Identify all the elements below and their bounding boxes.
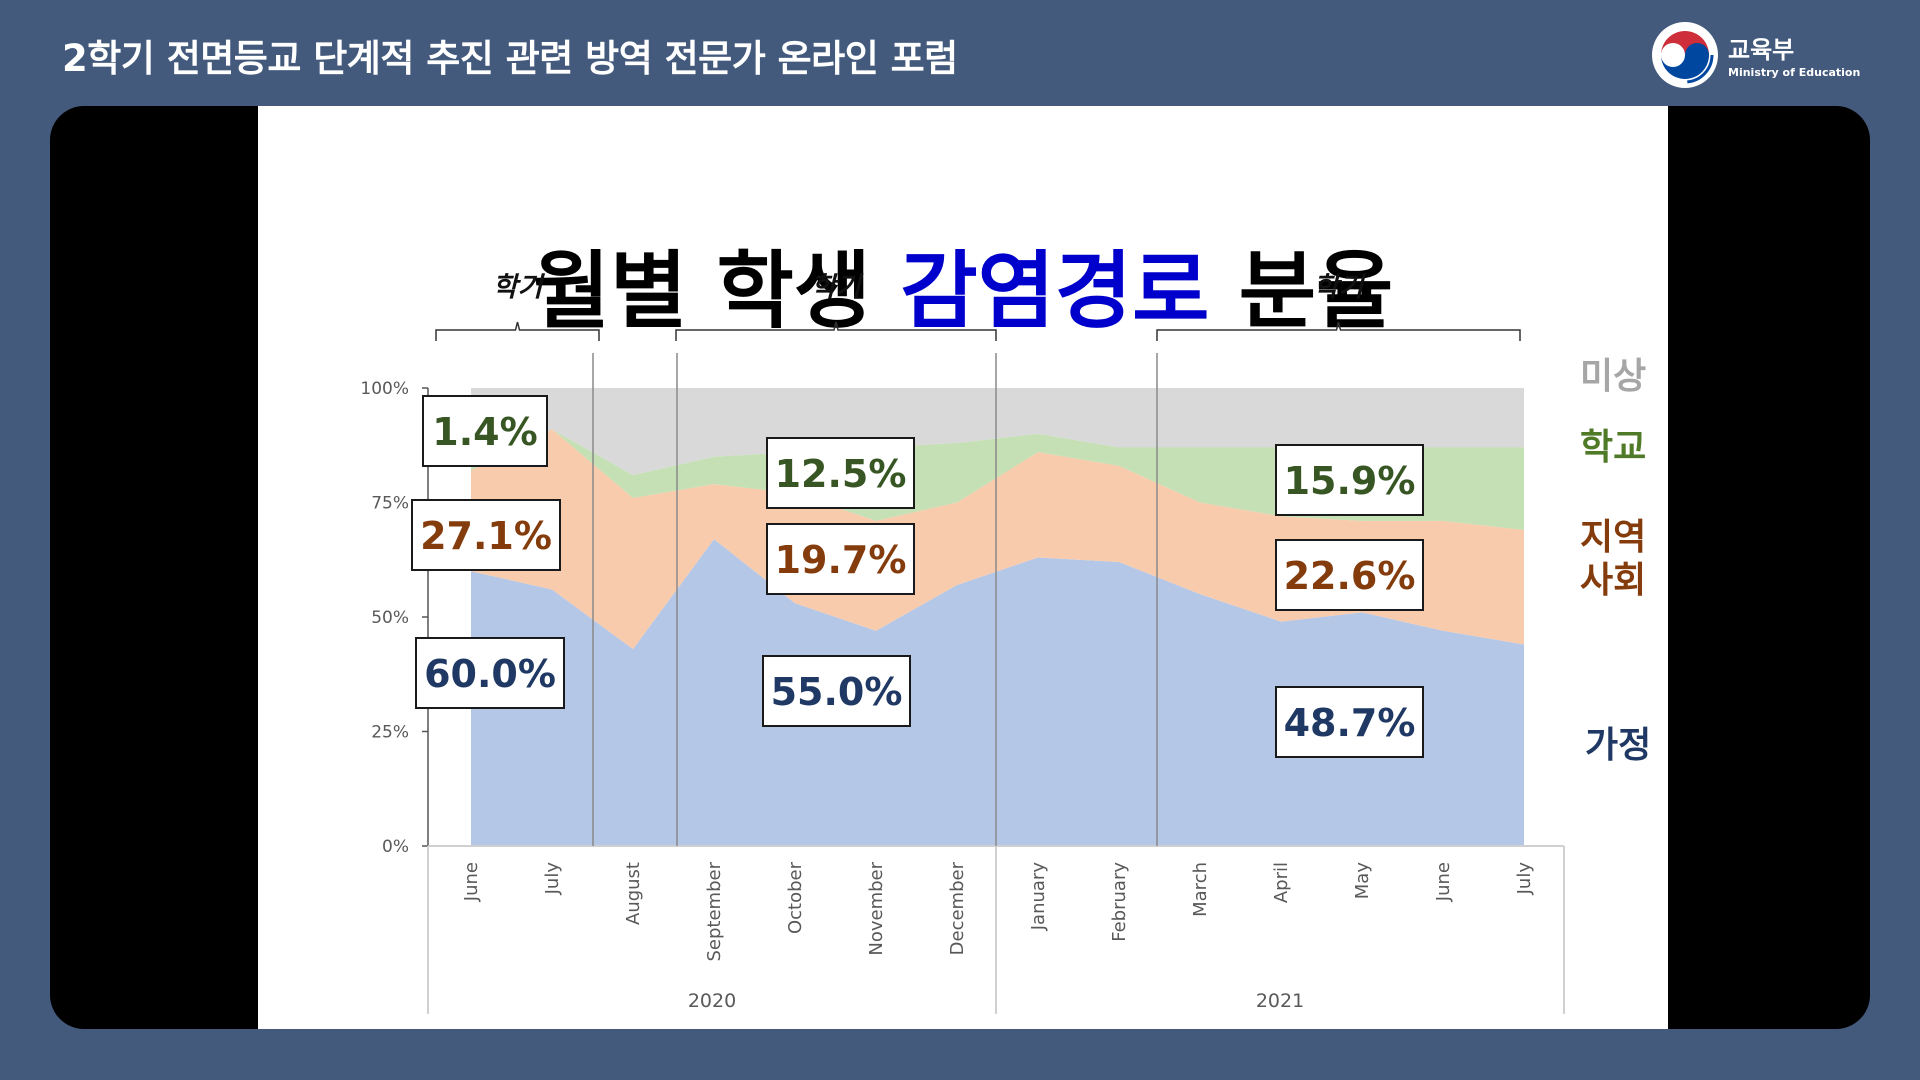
page-title: 2학기 전면등교 단계적 추진 관련 방역 전문가 온라인 포럼: [62, 37, 958, 80]
x-tick-label: March: [1190, 862, 1211, 917]
logo-name-en: Ministry of Education: [1728, 66, 1861, 79]
callout-value: 22.6%: [1284, 554, 1416, 598]
callout-value: 55.0%: [771, 670, 903, 714]
y-tick-label: 100%: [360, 379, 409, 399]
area-series-4: [471, 388, 1524, 476]
callout-value: 48.7%: [1284, 701, 1416, 745]
callout-box: [762, 655, 911, 727]
callout-box: [411, 499, 561, 571]
x-tick-label: September: [704, 861, 725, 961]
x-tick-label: June: [1433, 862, 1454, 902]
slide: 월별 학생 감염경로 분율 0% 25% 50% 75% 100% June July Aug…: [258, 106, 1668, 1029]
legend-label: 지역: [1580, 517, 1646, 558]
x-tick-label: July: [542, 862, 563, 896]
callout-box: [422, 395, 548, 467]
callout-value: 60.0%: [424, 652, 556, 696]
callout-value: 27.1%: [420, 514, 552, 558]
area-series-2: [471, 429, 1524, 650]
x-tick-label: May: [1352, 862, 1373, 900]
legend-label: 미상: [1580, 356, 1646, 397]
x-tick-label: January: [1028, 862, 1049, 932]
overlay: 학기 학기 학기 1.4% 27.1% 60.0% 12.5% 19.7% 55.0% 15.9%…: [411, 272, 1651, 846]
area-series-3: [471, 429, 1524, 530]
ministry-logo: 교육부 Ministry of Education: [1652, 22, 1862, 94]
callout-value: 1.4%: [432, 410, 537, 454]
y-tick-label: 0%: [382, 837, 409, 857]
semester-label: 학기: [493, 272, 546, 303]
taegeuk-emblem-icon: [1652, 22, 1718, 88]
x-tick-label: June: [461, 862, 482, 902]
callout-value: 12.5%: [775, 452, 907, 496]
area-layers: [471, 388, 1524, 846]
x-tick-label: December: [947, 861, 968, 955]
y-tick-label: 75%: [371, 494, 409, 514]
x-tick-label: February: [1109, 862, 1130, 942]
callout-box: [1275, 686, 1424, 758]
year-label: 2020: [688, 990, 736, 1012]
slide-title-part-1: 월별 학생: [533, 242, 901, 340]
slide-title-highlight: 감염경로: [900, 242, 1209, 340]
area-series-1: [471, 539, 1524, 846]
callout-box: [766, 437, 915, 509]
callout-box: [766, 523, 915, 595]
y-tick-label: 25%: [371, 723, 409, 743]
slide-title: 월별 학생 감염경로 분율: [533, 242, 1394, 340]
x-tick-label: July: [1514, 862, 1535, 896]
legend-label: 학교: [1580, 427, 1646, 468]
year-label: 2021: [1256, 990, 1304, 1012]
infection-route-chart: 월별 학생 감염경로 분율 0% 25% 50% 75% 100% June July Aug…: [360, 242, 1651, 1014]
x-tick-label: November: [866, 861, 887, 955]
x-tick-label: October: [785, 861, 806, 934]
legend-label: 사회: [1580, 560, 1646, 601]
slide-title-part-2: 분율: [1209, 242, 1393, 340]
semester-label: 학기: [1314, 272, 1367, 303]
x-tick-label: August: [623, 862, 644, 925]
semester-bracket: [675, 321, 997, 341]
semester-label: 학기: [811, 272, 864, 303]
y-tick-label: 50%: [371, 608, 409, 628]
callout-value: 19.7%: [775, 538, 907, 582]
logo-name-ko: 교육부: [1728, 36, 1795, 64]
legend-label: 가정: [1585, 725, 1651, 766]
callout-box: [1275, 539, 1424, 611]
callout-box: [1275, 444, 1424, 516]
semester-bracket: [1156, 321, 1521, 341]
callout-box: [415, 637, 565, 709]
x-tick-label: April: [1271, 862, 1292, 903]
semester-bracket: [435, 321, 600, 341]
callout-value: 15.9%: [1284, 459, 1416, 503]
